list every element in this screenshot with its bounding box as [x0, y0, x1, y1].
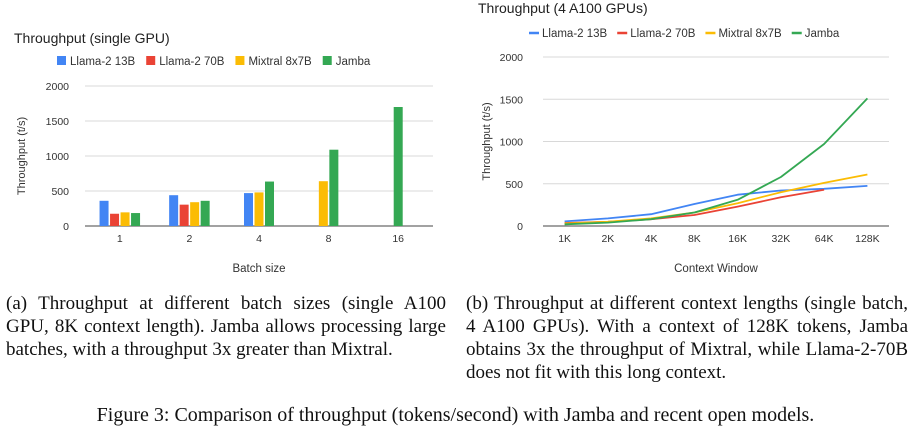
chart-a-ytick-label: 0	[63, 221, 69, 233]
chart-b-xlabel: Context Window	[674, 263, 758, 275]
chart-a-bar-3-4	[265, 181, 274, 226]
chart-b-legend-label-0: Llama-2 13B	[542, 28, 608, 40]
caption-b: (b) Throughput at different context leng…	[466, 293, 908, 383]
chart-b-xtick-label: 2K	[601, 233, 614, 245]
chart-b-series-line-0	[564, 185, 868, 223]
chart-a-bar-0-4	[244, 193, 253, 226]
chart-a-xtick-label: 2	[186, 233, 192, 245]
chart-b-series-line-3	[564, 97, 869, 226]
chart-b-xtick-label: 16K	[728, 233, 747, 245]
chart-b-ytick-label: 1000	[500, 137, 524, 149]
chart-a-xtick-label: 16	[392, 233, 404, 245]
chart-a-legend-label-1: Llama-2 70B	[159, 56, 225, 68]
chart-a-bar-1-1	[110, 213, 120, 226]
figure-charts: Throughput (single GPU) Llama-2 13B Llama-…	[14, 0, 889, 275]
chart-a-legend-swatch-2	[235, 56, 245, 65]
chart-a-legend-label-0: Llama-2 13B	[70, 56, 136, 68]
chart-b-xtick-label: 128K	[855, 233, 880, 245]
chart-a-legend-label-2: Mixtral 8x7B	[248, 56, 312, 68]
chart-a-bar-3-1	[131, 213, 141, 226]
chart-a-legend-swatch-0	[57, 56, 66, 65]
chart-a-ytick-label: 1500	[46, 116, 70, 128]
chart-b-xtick-label: 8K	[688, 233, 701, 245]
chart-a-bar-2-8	[318, 181, 328, 226]
chart-b-legend-label-3: Jamba	[805, 28, 840, 40]
chart-a-xtick-label: 4	[256, 233, 262, 245]
chart-a-legend-label-3: Jamba	[336, 56, 371, 68]
chart-a-legend-swatch-3	[322, 56, 332, 65]
chart-a-xtick-label: 8	[326, 233, 332, 245]
chart-a-ytick-label: 2000	[46, 81, 70, 93]
chart-a-bar-3-16	[393, 107, 403, 226]
figure-caption: Figure 3: Comparison of throughput (toke…	[96, 404, 815, 426]
caption-a: (a) Throughput at different batch sizes …	[6, 293, 446, 360]
chart-a-ytick-label: 500	[51, 186, 69, 198]
chart-b-xtick-label: 1K	[558, 233, 571, 245]
chart-b-title: Throughput (4 A100 GPUs)	[478, 0, 648, 16]
chart-a-bar-1-2	[179, 204, 189, 226]
chart-b-legend-label-1: Llama-2 70B	[630, 28, 696, 40]
chart-a-xtick-label: 1	[117, 233, 123, 245]
chart-a-bar-0-1	[99, 200, 109, 226]
chart-a-bar-2-1	[120, 212, 130, 226]
chart-b-ylabel: Throughput (t/s)	[481, 102, 493, 180]
chart-a-title: Throughput (single GPU)	[14, 30, 170, 46]
chart-a-xlabel: Batch size	[232, 263, 285, 275]
chart-b-ytick-label: 500	[505, 179, 523, 191]
chart-b-xtick-label: 32K	[772, 233, 791, 245]
chart-a-bar-3-2	[200, 200, 210, 226]
chart-b-ytick-label: 0	[517, 221, 523, 233]
chart-b-legend-label-2: Mixtral 8x7B	[718, 28, 782, 40]
chart-a-bar-2-2	[190, 202, 200, 226]
chart-a-ylabel: Throughput (t/s)	[16, 117, 28, 195]
chart-b-ytick-label: 2000	[500, 52, 524, 64]
chart-a-bar-2-4	[254, 192, 264, 226]
chart-a-legend-swatch-1	[146, 56, 156, 65]
chart-a-ytick-label: 1000	[46, 151, 70, 163]
chart-b-ytick-label: 1500	[500, 94, 524, 106]
chart-a-bar-3-8	[329, 149, 339, 226]
chart-b-xtick-label: 64K	[815, 233, 834, 245]
chart-a-bar-0-2	[169, 195, 179, 226]
chart-b-xtick-label: 4K	[645, 233, 658, 245]
